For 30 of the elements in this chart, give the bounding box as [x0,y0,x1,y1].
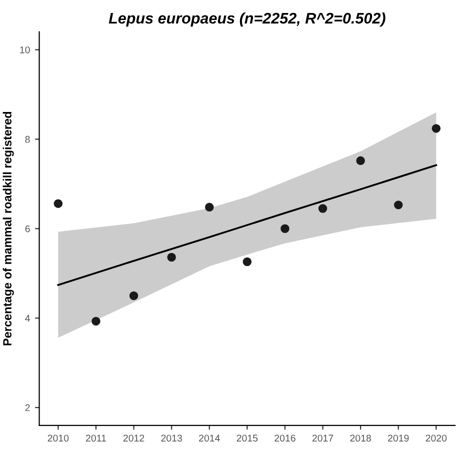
y-tick-label: 4 [25,314,30,322]
line-series [57,164,438,286]
point [129,291,138,300]
y-axis-title: Percentage of mammal roadkill registered [2,112,14,346]
x-tick-label: 2016 [274,434,296,442]
point [432,124,441,133]
x-tick-label: 2019 [388,434,409,442]
y-tick-label: 8 [25,136,30,143]
point [54,199,63,208]
chart-title: Lepus europaeus (n=2252, R^2=0.502) [108,12,386,27]
x-tick-label: 2020 [426,434,447,442]
x-tick-label: 2017 [312,434,334,442]
x-tick-label: 2011 [86,434,106,442]
x-tick-label: 2018 [350,434,371,442]
y-tick-label: 2 [25,404,30,412]
x-tick-label: 2014 [199,434,220,442]
x-tick-label: 2013 [161,434,182,442]
x-tick-label: 2010 [48,434,69,442]
x-tick-label: 2012 [123,434,144,442]
point [242,257,252,266]
x-tick-label: 2015 [236,434,258,442]
point [356,156,365,166]
point [167,252,176,262]
y-tick-label: 6 [25,225,30,232]
point [280,224,290,234]
point [394,200,403,210]
point [92,316,100,326]
y-tick-label: 10 [20,46,30,54]
point [318,204,328,213]
point [205,202,214,212]
